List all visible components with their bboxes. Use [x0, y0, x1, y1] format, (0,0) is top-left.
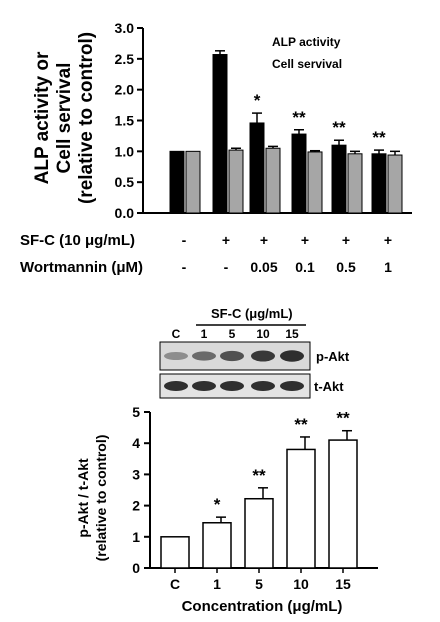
t-akt-band — [280, 381, 304, 391]
p-akt-label: p-Akt — [316, 349, 350, 364]
top-y-tick-label: 1.0 — [115, 143, 135, 159]
alp-bar — [169, 150, 185, 214]
top-treatment-rows: - + + + + + - - 0.05 0.1 0.5 1 — [182, 232, 392, 275]
cell-bar — [228, 149, 244, 214]
cell-bar — [387, 154, 403, 214]
legend-cell: Cell servival — [272, 57, 342, 71]
bottom-y-tick-label: 2 — [132, 498, 140, 514]
top-y-tick-label: 3.0 — [115, 20, 135, 36]
sfc-cell: + — [301, 232, 309, 248]
p-akt-bar — [202, 522, 232, 569]
p-akt-band — [280, 350, 304, 362]
bottom-x-tick-label: 15 — [335, 576, 351, 592]
bottom-y-tick-label: 3 — [132, 466, 140, 482]
blot-bands — [164, 350, 304, 391]
alp-bar — [249, 122, 265, 214]
wortmannin-cell: 0.1 — [295, 259, 315, 275]
top-y-tick-label: 0.0 — [115, 205, 135, 221]
top-y-tick-label: 2.0 — [115, 82, 135, 98]
bottom-ylabel-line2: (relative to control) — [93, 435, 109, 562]
p-akt-bar — [328, 439, 358, 569]
bottom-x-tick-label: 5 — [255, 576, 263, 592]
alp-cell-chart: ALP activity or Cell servival (relative … — [20, 20, 412, 276]
top-ylabel-line3: (relative to control) — [76, 32, 97, 204]
wortmannin-cell: 0.5 — [336, 259, 356, 275]
sfc-cell: + — [384, 232, 392, 248]
p-akt-bar — [286, 448, 316, 569]
p-akt-band — [251, 350, 275, 362]
row-label-sfc: SF-C (10 μg/mL) — [20, 232, 135, 249]
p-akt-band — [220, 350, 244, 362]
cell-bar — [185, 150, 201, 214]
top-significance-mark: ** — [372, 128, 386, 147]
bottom-xlabel: Concentration (μg/mL) — [182, 598, 343, 615]
bottom-y-tick-label: 4 — [132, 435, 140, 451]
blot-lane-label: 5 — [229, 327, 236, 341]
bottom-y-tick-label: 0 — [132, 560, 140, 576]
bottom-y-tick-label: 5 — [132, 404, 140, 420]
bottom-y-tick-label: 1 — [132, 529, 140, 545]
top-bars: ******* — [169, 50, 403, 214]
sfc-cell: + — [260, 232, 268, 248]
alp-bar — [371, 153, 387, 214]
row-label-wortmannin: Wortmannin (μM) — [20, 259, 143, 276]
blot-lane-label: C — [172, 327, 181, 341]
top-y-tick-label: 2.5 — [115, 51, 135, 67]
top-significance-mark: ** — [332, 118, 346, 137]
t-akt-band — [251, 381, 275, 391]
wortmannin-cell: - — [224, 259, 229, 275]
cell-bar — [265, 147, 281, 214]
blot-lane-label: 10 — [256, 327, 270, 341]
wortmannin-cell: 0.05 — [250, 259, 277, 275]
p-akt-band — [164, 351, 188, 361]
blot-lane-labels: C 1 5 10 15 — [172, 327, 299, 341]
wortmannin-cell: - — [182, 259, 187, 275]
sfc-cell: - — [182, 232, 187, 248]
alp-bar — [331, 144, 347, 214]
sfc-cell: + — [222, 232, 230, 248]
bottom-ylabel-line1: p-Akt / t-Akt — [75, 458, 91, 538]
top-significance-mark: * — [254, 91, 261, 110]
cell-bar — [307, 151, 323, 214]
blot-treatment-label: SF-C (μg/mL) — [211, 306, 293, 321]
bottom-y-ticks: 0 1 2 3 4 5 — [132, 404, 150, 576]
alp-bar — [291, 133, 307, 214]
blot-lane-label: 1 — [201, 327, 208, 341]
top-y-tick-label: 1.5 — [115, 113, 135, 129]
bottom-significance-mark: ** — [336, 409, 350, 428]
bottom-x-tick-label: C — [170, 576, 180, 592]
sfc-cell: + — [342, 232, 350, 248]
bottom-bars: C * 1 ** 5 ** 10 ** 15 — [160, 409, 358, 592]
bottom-significance-mark: ** — [294, 415, 308, 434]
top-ylabel-line1: ALP activity or — [32, 51, 53, 184]
t-akt-band — [164, 381, 188, 391]
cell-bar — [347, 153, 363, 214]
bottom-x-tick-label: 1 — [213, 576, 221, 592]
p-akt-bar — [244, 497, 274, 569]
alp-bar — [212, 54, 228, 214]
top-ylabel-line2: Cell servival — [54, 63, 75, 174]
blot-lane-label: 15 — [285, 327, 299, 341]
p-akt-chart: p-Akt / t-Akt (relative to control) 0 1 2 3… — [75, 404, 378, 615]
wortmannin-cell: 1 — [384, 259, 392, 275]
bottom-significance-mark: * — [214, 495, 221, 514]
top-y-tick-label: 0.5 — [115, 174, 135, 190]
t-akt-band — [220, 381, 244, 391]
top-significance-mark: ** — [292, 108, 306, 127]
t-akt-band — [192, 381, 216, 391]
t-akt-label: t-Akt — [314, 379, 344, 394]
top-y-ticks: 0.0 0.5 1.0 1.5 2.0 2.5 3.0 — [115, 20, 143, 221]
p-akt-bar — [160, 536, 190, 569]
bottom-x-tick-label: 10 — [293, 576, 309, 592]
p-akt-band — [192, 351, 216, 361]
bottom-significance-mark: ** — [252, 466, 266, 485]
legend-alp: ALP activity — [272, 35, 341, 49]
western-blot: SF-C (μg/mL) C 1 5 10 15 p-Akt t-Akt — [159, 306, 350, 399]
